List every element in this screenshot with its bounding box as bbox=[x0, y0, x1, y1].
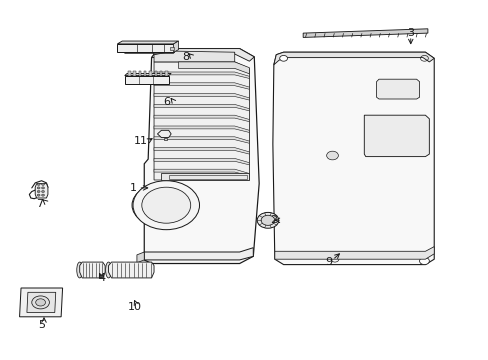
Polygon shape bbox=[144, 49, 259, 264]
Polygon shape bbox=[35, 184, 48, 198]
Ellipse shape bbox=[142, 189, 190, 221]
Polygon shape bbox=[154, 71, 157, 76]
Polygon shape bbox=[164, 138, 167, 140]
Polygon shape bbox=[272, 52, 433, 265]
Polygon shape bbox=[149, 71, 151, 76]
Ellipse shape bbox=[132, 183, 200, 228]
Polygon shape bbox=[154, 83, 249, 89]
Text: 11: 11 bbox=[134, 136, 147, 146]
Circle shape bbox=[257, 212, 278, 228]
Polygon shape bbox=[161, 173, 249, 180]
Circle shape bbox=[41, 183, 44, 185]
Polygon shape bbox=[117, 44, 173, 52]
Circle shape bbox=[419, 257, 428, 265]
Circle shape bbox=[36, 299, 45, 306]
Text: 6: 6 bbox=[163, 96, 170, 107]
Polygon shape bbox=[154, 137, 249, 143]
Text: 3: 3 bbox=[407, 28, 413, 38]
Polygon shape bbox=[108, 262, 154, 278]
Polygon shape bbox=[170, 47, 173, 50]
Text: 4: 4 bbox=[98, 273, 105, 283]
Text: 8: 8 bbox=[182, 52, 189, 62]
Text: 10: 10 bbox=[127, 302, 141, 312]
Circle shape bbox=[41, 187, 44, 189]
Circle shape bbox=[326, 151, 338, 160]
Polygon shape bbox=[133, 71, 136, 76]
Polygon shape bbox=[303, 29, 427, 37]
Polygon shape bbox=[154, 126, 249, 132]
Polygon shape bbox=[273, 52, 433, 65]
Ellipse shape bbox=[105, 262, 111, 278]
Circle shape bbox=[261, 215, 274, 225]
Polygon shape bbox=[376, 79, 419, 99]
Polygon shape bbox=[117, 41, 178, 44]
Polygon shape bbox=[124, 73, 171, 76]
Polygon shape bbox=[173, 41, 178, 52]
Polygon shape bbox=[139, 71, 141, 76]
Text: 5: 5 bbox=[38, 320, 45, 330]
Polygon shape bbox=[157, 130, 171, 138]
Circle shape bbox=[37, 187, 40, 189]
Circle shape bbox=[32, 296, 49, 309]
Polygon shape bbox=[154, 115, 249, 122]
Polygon shape bbox=[154, 51, 234, 62]
Circle shape bbox=[41, 190, 44, 193]
Circle shape bbox=[37, 190, 40, 193]
Polygon shape bbox=[137, 252, 144, 263]
Polygon shape bbox=[124, 45, 176, 53]
Polygon shape bbox=[178, 62, 249, 74]
Polygon shape bbox=[151, 49, 254, 61]
Text: 1: 1 bbox=[129, 183, 136, 193]
Ellipse shape bbox=[77, 262, 82, 278]
Circle shape bbox=[37, 194, 40, 196]
Text: 7: 7 bbox=[37, 199, 43, 210]
Polygon shape bbox=[160, 71, 162, 76]
Polygon shape bbox=[364, 115, 428, 157]
Ellipse shape bbox=[283, 119, 361, 184]
Circle shape bbox=[142, 187, 190, 223]
Polygon shape bbox=[154, 94, 249, 100]
Polygon shape bbox=[128, 71, 130, 76]
Circle shape bbox=[133, 181, 199, 230]
Ellipse shape bbox=[293, 126, 351, 176]
Polygon shape bbox=[144, 71, 146, 76]
Polygon shape bbox=[165, 71, 167, 76]
Text: 9: 9 bbox=[325, 257, 331, 267]
Polygon shape bbox=[20, 288, 62, 317]
Polygon shape bbox=[154, 62, 249, 180]
Polygon shape bbox=[80, 262, 105, 278]
Polygon shape bbox=[154, 104, 249, 111]
Polygon shape bbox=[124, 76, 168, 84]
Circle shape bbox=[37, 183, 40, 185]
Polygon shape bbox=[154, 72, 249, 78]
Polygon shape bbox=[154, 169, 249, 176]
Polygon shape bbox=[274, 247, 433, 259]
Circle shape bbox=[279, 55, 287, 61]
Polygon shape bbox=[144, 248, 253, 260]
Circle shape bbox=[153, 50, 160, 55]
Polygon shape bbox=[154, 158, 249, 165]
Polygon shape bbox=[154, 148, 249, 154]
Polygon shape bbox=[27, 292, 56, 312]
Circle shape bbox=[41, 194, 44, 196]
Text: 2: 2 bbox=[270, 215, 277, 225]
